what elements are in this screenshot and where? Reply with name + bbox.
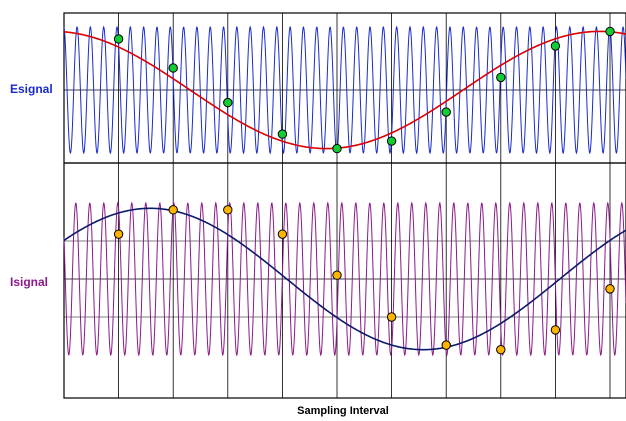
esignal-sample-point xyxy=(550,41,561,51)
isignal-sample-point xyxy=(605,284,615,294)
isignal-label: Isignal xyxy=(10,275,49,289)
isignal-sample-point xyxy=(223,205,233,215)
esignal-panel xyxy=(63,12,626,164)
isignal-sample-point xyxy=(441,340,451,350)
isignal-sample-point xyxy=(332,270,342,280)
isignal-sample-point xyxy=(550,325,561,335)
esignal-sample-point xyxy=(386,136,397,146)
esignal-sample-point xyxy=(277,129,288,139)
isignal-sample-point xyxy=(168,205,178,215)
esignal-sample-point xyxy=(496,72,506,83)
isignal-alias-curve xyxy=(63,207,626,351)
esignal-sample-point xyxy=(441,107,451,117)
isignal-sample-point xyxy=(113,229,124,239)
esignal-sample-point xyxy=(168,63,178,73)
esignal-sample-point xyxy=(223,97,233,108)
x-axis-label: Sampling Interval xyxy=(297,405,389,417)
isignal-panel xyxy=(63,162,626,399)
esignal-label: Esignal xyxy=(10,82,53,96)
esignal-alias-curve xyxy=(63,30,626,150)
isignal-sample-point xyxy=(386,312,397,322)
panel-frame xyxy=(63,162,626,399)
isignal-carrier-wave xyxy=(63,201,626,357)
esignal-sample-point xyxy=(605,26,615,37)
esignal-carrier-wave xyxy=(63,25,626,155)
esignal-sample-point xyxy=(332,143,342,154)
isignal-sample-point xyxy=(496,344,506,355)
isignal-sample-point xyxy=(277,229,288,239)
esignal-sample-point xyxy=(113,34,124,44)
